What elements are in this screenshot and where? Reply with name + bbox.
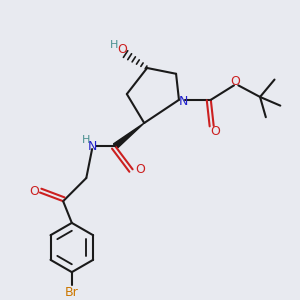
Text: O: O xyxy=(118,43,128,56)
Text: O: O xyxy=(230,74,240,88)
Polygon shape xyxy=(113,123,144,148)
Text: N: N xyxy=(178,95,188,108)
Text: H: H xyxy=(110,40,118,50)
Text: O: O xyxy=(135,163,145,176)
Text: O: O xyxy=(29,184,39,198)
Text: N: N xyxy=(88,140,98,153)
Text: O: O xyxy=(210,125,220,138)
Text: Br: Br xyxy=(65,286,79,299)
Text: H: H xyxy=(82,135,91,146)
